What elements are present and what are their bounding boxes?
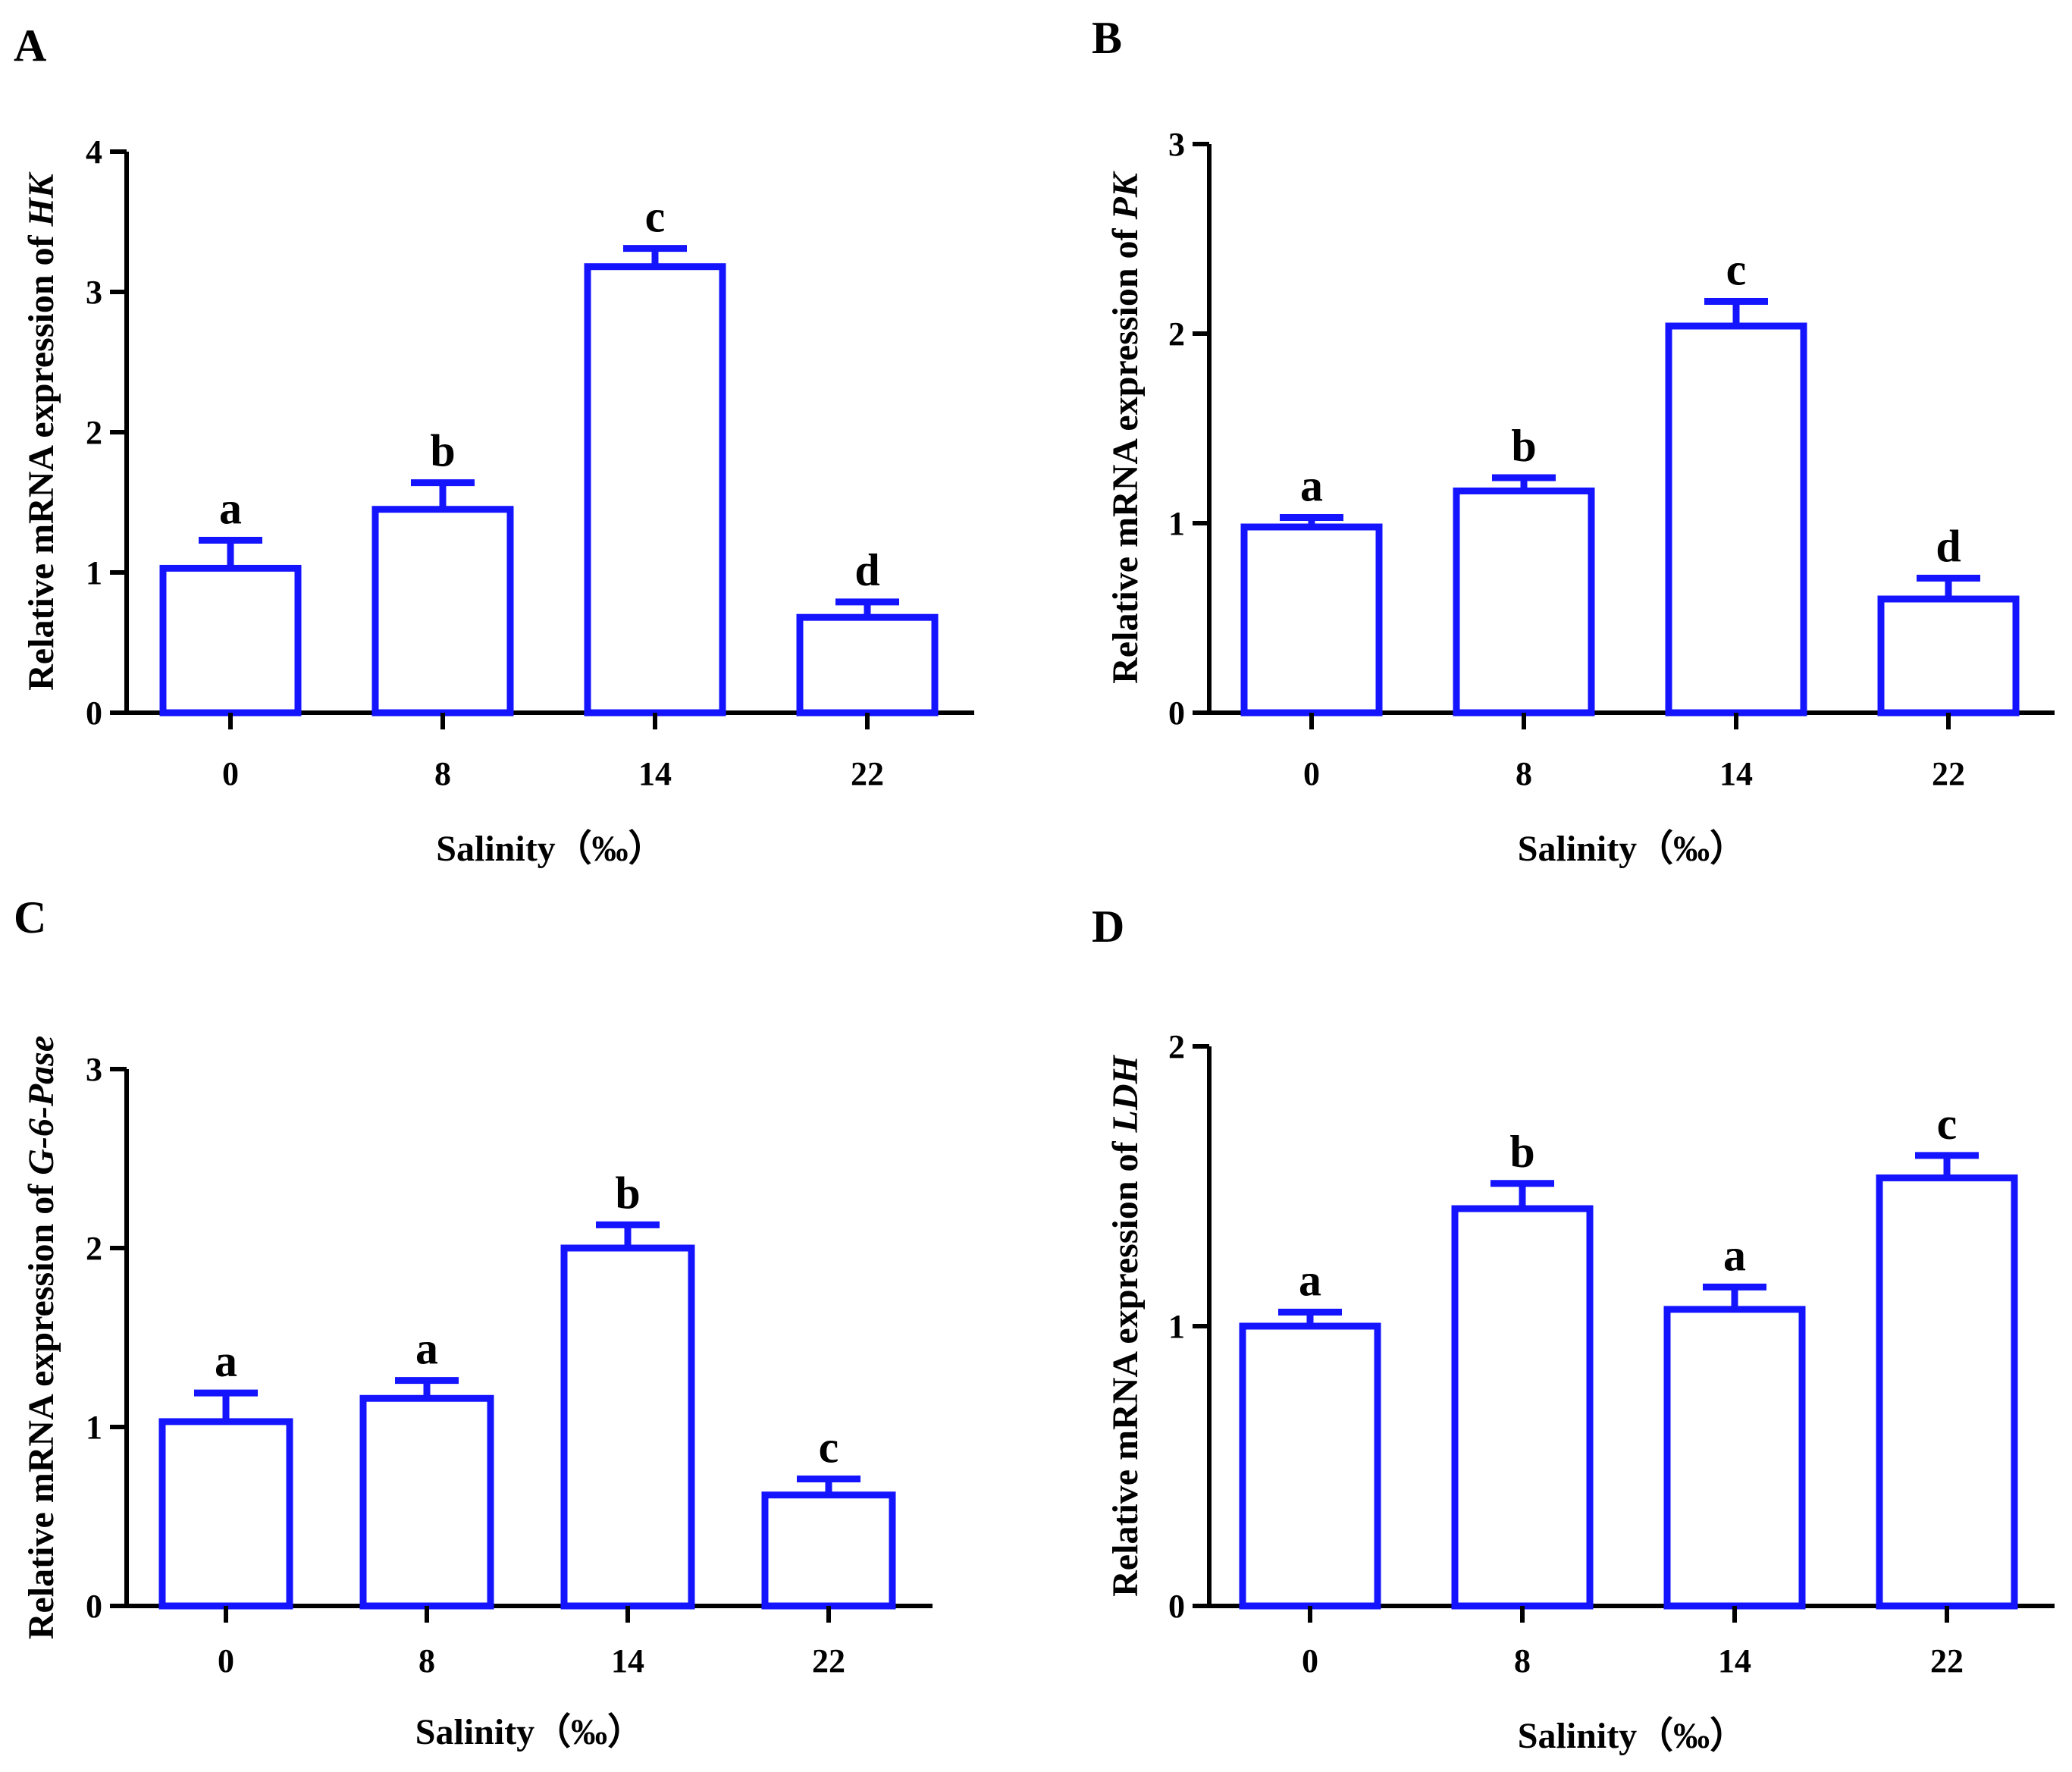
panel-letter-b: B xyxy=(1092,13,1122,63)
significance-label: c xyxy=(645,192,666,242)
y-tick-label: 1 xyxy=(86,1409,102,1446)
y-axis-title-prefix: Relative mRNA expression of xyxy=(21,1175,61,1639)
y-tick-label: 2 xyxy=(86,414,102,451)
y-tick-label: 2 xyxy=(1168,1028,1185,1065)
bar-b-8 xyxy=(1453,488,1595,717)
y-axis-title-gene: G-6-Pase xyxy=(21,1036,61,1175)
y-tick-label: 1 xyxy=(1168,505,1185,542)
bar-c-8 xyxy=(359,1394,494,1610)
y-axis-title-prefix: Relative mRNA expression of xyxy=(21,226,61,690)
significance-label: a xyxy=(215,1336,237,1386)
significance-label: a xyxy=(1723,1230,1746,1280)
bar-d-22 xyxy=(1876,1174,2018,1610)
y-tick-label: 0 xyxy=(1168,695,1185,732)
x-tick-label: 8 xyxy=(434,755,451,792)
y-axis-title-prefix: Relative mRNA expression of xyxy=(1105,219,1146,683)
x-tick-label: 14 xyxy=(1718,1642,1751,1679)
bar-b-14 xyxy=(1665,322,1807,717)
y-tick-label: 0 xyxy=(86,1588,102,1625)
x-tick-label: 22 xyxy=(1930,1642,1964,1679)
panel-c: C 0 1 2 3 a 0 a 8 b 14 c 22 Salinity（‰） Relative mRNA … xyxy=(14,892,933,1752)
y-tick-label: 0 xyxy=(86,695,102,732)
panel-b: B 0 1 2 3 a 0 b 8 c 14 d 22 Salinity（‰） Relative mRNA … xyxy=(1092,13,2055,869)
y-tick-label: 4 xyxy=(86,133,102,171)
y-axis-title-prefix: Relative mRNA expression of xyxy=(1105,1132,1146,1596)
y-tick-label: 2 xyxy=(86,1230,102,1267)
y-tick-label: 1 xyxy=(86,554,102,591)
significance-label: a xyxy=(1300,461,1323,511)
x-tick-label: 0 xyxy=(222,755,239,792)
significance-label: a xyxy=(1299,1256,1321,1306)
panel-letter-c: C xyxy=(14,892,46,942)
x-tick-label: 14 xyxy=(611,1642,644,1679)
significance-label: b xyxy=(1511,421,1536,471)
x-tick-label: 8 xyxy=(418,1642,435,1679)
bar-c-0 xyxy=(158,1418,293,1610)
bar-a-14 xyxy=(584,263,726,717)
bar-b-22 xyxy=(1877,595,2020,717)
x-tick-label: 14 xyxy=(1719,755,1753,792)
significance-label: b xyxy=(1509,1127,1534,1177)
y-axis-title: Relative mRNA expression of LDH xyxy=(1105,1054,1146,1596)
x-tick-label: 22 xyxy=(851,755,884,792)
bar-a-22 xyxy=(796,613,939,717)
y-axis-title-gene: PK xyxy=(1105,171,1146,220)
y-tick-label: 1 xyxy=(1168,1308,1185,1345)
x-tick-label: 14 xyxy=(638,755,672,792)
bar-a-8 xyxy=(371,506,514,717)
panel-letter-a: A xyxy=(14,20,46,71)
y-tick-label: 2 xyxy=(1168,315,1185,353)
significance-label: c xyxy=(819,1422,839,1472)
panel-a: A 0 1 2 3 4 a 0 b 8 c 14 d 22 Salinity（‰） Relative mRNA… xyxy=(14,20,974,869)
x-tick-label: 0 xyxy=(1303,755,1320,792)
x-tick-label: 0 xyxy=(218,1642,234,1679)
x-axis-title: Salinity（‰） xyxy=(1518,1716,1746,1756)
y-tick-label: 3 xyxy=(86,274,102,311)
significance-label: b xyxy=(430,426,455,476)
y-axis-title: Relative mRNA expression of G-6-Pase xyxy=(21,1036,61,1639)
x-tick-label: 22 xyxy=(812,1642,845,1679)
x-axis-title: Salinity（‰） xyxy=(436,829,664,869)
y-tick-label: 0 xyxy=(1168,1588,1185,1625)
x-tick-label: 8 xyxy=(1516,755,1532,792)
significance-label: a xyxy=(415,1324,438,1374)
x-axis-title: Salinity（‰） xyxy=(1518,829,1746,869)
x-tick-label: 22 xyxy=(1932,755,1965,792)
bar-c-14 xyxy=(560,1244,695,1610)
bar-d-0 xyxy=(1239,1322,1381,1610)
bar-d-8 xyxy=(1451,1205,1594,1610)
panel-letter-d: D xyxy=(1092,902,1124,952)
bar-a-0 xyxy=(159,564,302,717)
bar-d-14 xyxy=(1663,1306,1806,1610)
bar-c-22 xyxy=(761,1491,896,1610)
x-tick-label: 0 xyxy=(1302,1642,1318,1679)
significance-label: c xyxy=(1726,245,1747,295)
x-tick-label: 8 xyxy=(1514,1642,1531,1679)
significance-label: b xyxy=(615,1168,640,1218)
y-tick-label: 3 xyxy=(1168,126,1185,163)
bar-b-0 xyxy=(1240,523,1383,717)
significance-label: a xyxy=(219,483,242,533)
y-axis-title: Relative mRNA expression of PK xyxy=(1105,171,1146,684)
significance-label: d xyxy=(1936,522,1961,572)
y-tick-label: 3 xyxy=(86,1051,102,1088)
x-axis-title: Salinity（‰） xyxy=(415,1712,644,1752)
panel-d: D 0 1 2 a 0 b 8 a 14 c 22 Salinity（‰） Relative mRNA e… xyxy=(1092,902,2055,1756)
significance-label: d xyxy=(854,545,879,595)
y-axis-title: Relative mRNA expression of HK xyxy=(21,171,61,691)
y-axis-title-gene: LDH xyxy=(1105,1054,1146,1133)
y-axis-title-gene: HK xyxy=(21,171,61,227)
significance-label: c xyxy=(1937,1099,1958,1149)
